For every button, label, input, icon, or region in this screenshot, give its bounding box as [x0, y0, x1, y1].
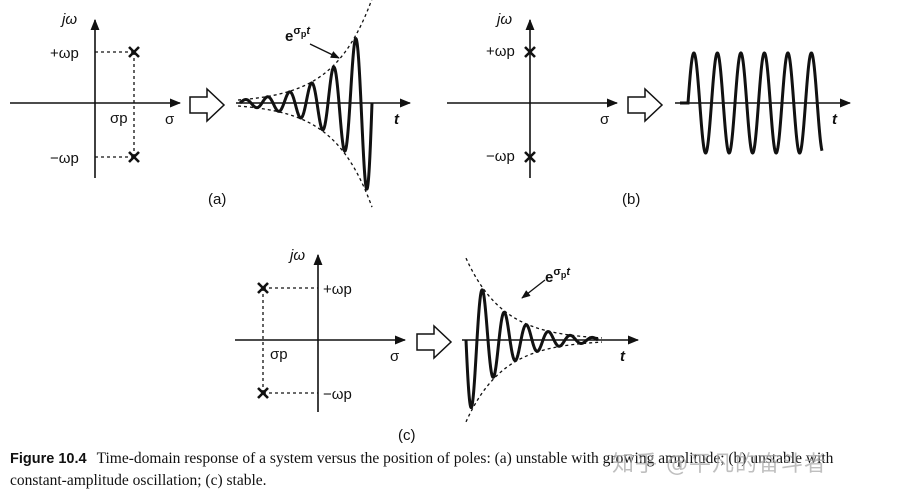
sigma-p-label: σp: [110, 110, 128, 127]
time-label: t: [620, 348, 626, 365]
figure-number: Figure 10.4: [10, 451, 87, 467]
envelope-pointer: [310, 44, 339, 58]
pole-neg-label: −ωp: [323, 386, 352, 403]
transform-arrow: [417, 326, 451, 358]
sigma-p-label: σp: [270, 346, 288, 363]
envelope-lower: [466, 342, 602, 422]
panel-c: jω +ωp −ωp σp σ t eσpt (c): [235, 247, 638, 444]
pole-marker: [129, 47, 139, 57]
envelope-lower: [238, 106, 372, 207]
waveform-decaying: [466, 290, 598, 408]
envelope-label: eσpt: [285, 25, 311, 45]
panel-label-c: (c): [398, 427, 416, 444]
time-plot-a: t eσpt: [236, 0, 410, 207]
panel-a: jω +ωp −ωp σp σ t eσpt (a): [10, 0, 410, 208]
watermark: 知乎 @平凡的奋斗者: [612, 446, 827, 478]
transform-arrow: [190, 89, 224, 121]
s-plane-b: jω +ωp −ωp σ: [447, 11, 617, 178]
time-plot-c: t eσpt: [462, 258, 638, 422]
waveform-growing: [240, 39, 372, 189]
transform-arrow: [628, 89, 662, 121]
sigma-label: σ: [600, 111, 610, 128]
panel-b: jω +ωp −ωp σ t (b): [447, 11, 850, 208]
s-plane-a: jω +ωp −ωp σp σ: [10, 11, 180, 178]
pole-neg-label: −ωp: [486, 148, 515, 165]
jw-label: jω: [495, 11, 512, 28]
panel-label-b: (b): [622, 191, 640, 208]
pole-pos-label: +ωp: [323, 281, 352, 298]
jw-label: jω: [288, 247, 305, 264]
time-label: t: [394, 111, 400, 128]
pole-marker: [129, 152, 139, 162]
pole-pos-label: +ωp: [486, 43, 515, 60]
sigma-label: σ: [165, 111, 175, 128]
envelope-pointer: [522, 280, 545, 298]
sigma-label: σ: [390, 348, 400, 365]
s-plane-c: jω +ωp −ωp σp σ: [235, 247, 405, 412]
jw-label: jω: [60, 11, 77, 28]
time-plot-b: t: [675, 53, 850, 153]
time-label: t: [832, 111, 838, 128]
pole-marker: [258, 283, 268, 293]
pole-marker: [258, 388, 268, 398]
pole-pos-label: +ωp: [50, 45, 79, 62]
panel-label-a: (a): [208, 191, 226, 208]
envelope-label: eσpt: [545, 266, 571, 286]
pole-neg-label: −ωp: [50, 150, 79, 167]
